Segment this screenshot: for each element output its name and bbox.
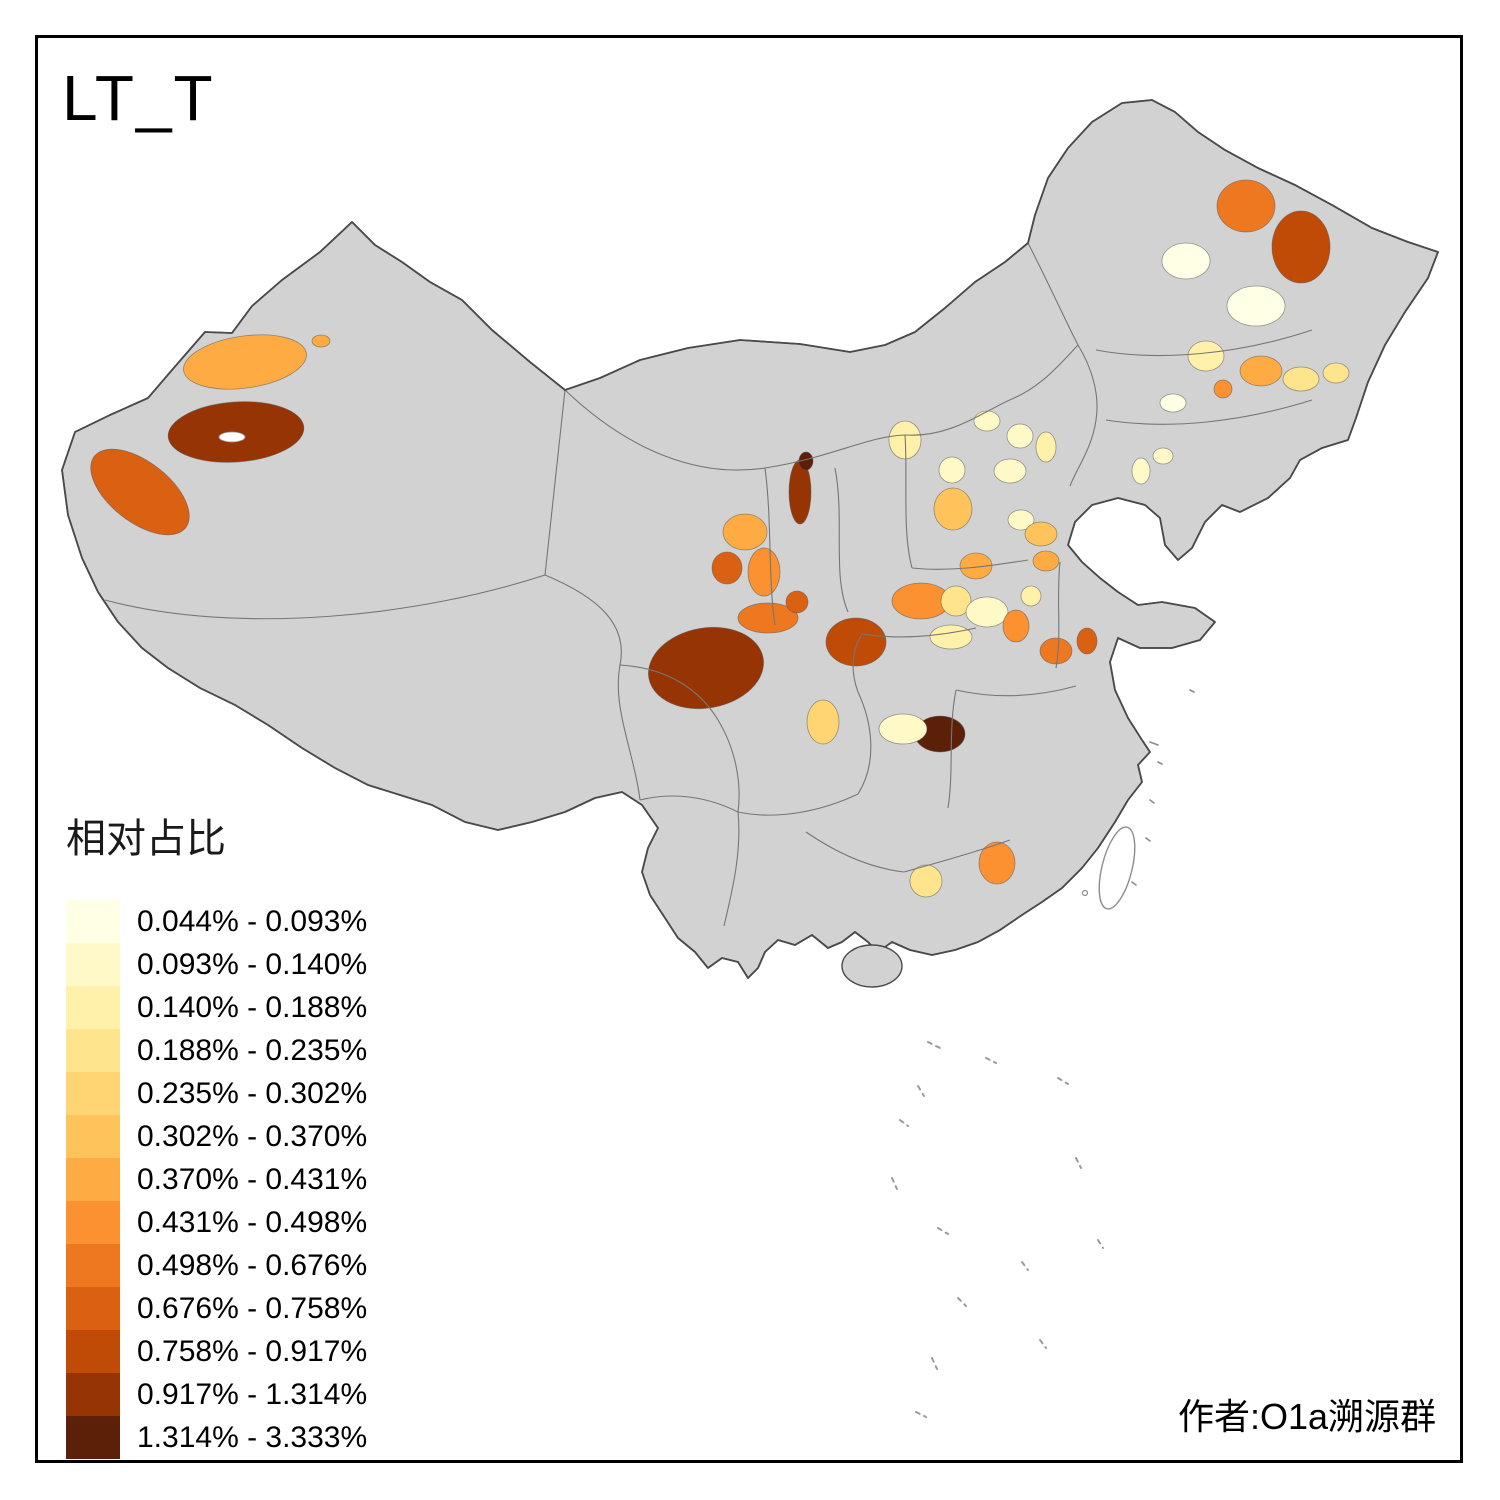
province-borders: [104, 242, 1313, 927]
map-region-14: [878, 713, 928, 745]
legend-swatch: [66, 1201, 120, 1244]
map-region-38: [1271, 210, 1331, 284]
map-region-28: [965, 596, 1009, 628]
map-region-19: [1006, 423, 1034, 449]
map-region-44: [1282, 366, 1320, 392]
map-region-47: [1152, 447, 1174, 465]
map-region-27: [940, 585, 972, 617]
legend-label: 0.140% - 0.188%: [137, 990, 368, 1024]
legend-row: 0.093% - 0.140%: [66, 943, 367, 986]
legend-row: 0.676% - 0.758%: [66, 1287, 367, 1330]
legend-swatch: [66, 1330, 120, 1373]
legend-row: 1.314% - 3.333%: [66, 1416, 367, 1459]
map-region-17: [938, 456, 966, 484]
map-region-24: [1024, 521, 1058, 547]
map-region-22: [933, 487, 973, 531]
map-region-48: [909, 864, 943, 898]
legend-title: 相对占比: [66, 817, 226, 861]
map-region-11: [648, 626, 764, 710]
map-region-30: [1002, 609, 1030, 643]
map-region-41: [1187, 340, 1225, 372]
map-region-10: [785, 590, 809, 614]
map-region-43: [1213, 379, 1233, 399]
legend-row: 0.370% - 0.431%: [66, 1158, 367, 1201]
map-region-15: [806, 699, 840, 745]
map-region-40: [1226, 285, 1286, 327]
sea-islands: [891, 1041, 1104, 1418]
map-region-23: [1007, 509, 1035, 531]
map-region-6: [722, 513, 768, 551]
map-region-1: [311, 334, 331, 348]
legend-row: 0.140% - 0.188%: [66, 986, 367, 1029]
legend-label: 0.431% - 0.498%: [137, 1205, 368, 1239]
legend-label: 1.314% - 3.333%: [137, 1420, 368, 1454]
hainan-island: [841, 944, 903, 988]
legend-label: 0.917% - 1.314%: [137, 1377, 368, 1411]
lake: [218, 431, 246, 443]
legend-row: 0.498% - 0.676%: [66, 1244, 367, 1287]
plot-title: LT_T: [62, 62, 215, 134]
legend-swatch: [66, 1158, 120, 1201]
legend-label: 0.235% - 0.302%: [137, 1076, 368, 1110]
legend-row: 0.917% - 1.314%: [66, 1373, 367, 1416]
legend-swatch: [66, 943, 120, 986]
map-region-32: [1039, 637, 1073, 665]
legend-label: 0.302% - 0.370%: [137, 1119, 368, 1153]
legend-swatch: [66, 1416, 120, 1459]
legend-swatch: [66, 1115, 120, 1158]
map-region-39: [1161, 242, 1211, 280]
map-region-46: [1159, 393, 1187, 413]
map-region-18: [973, 410, 1001, 432]
map-region-12: [825, 617, 887, 667]
legend-row: 0.302% - 0.370%: [66, 1115, 367, 1158]
legend-swatch: [66, 1029, 120, 1072]
legend-label: 0.676% - 0.758%: [137, 1291, 368, 1325]
map-region-29: [929, 624, 973, 650]
legend-swatch: [66, 1244, 120, 1287]
map-region-3: [90, 448, 190, 536]
map-region-25: [959, 552, 993, 580]
legend-row: 0.235% - 0.302%: [66, 1072, 367, 1115]
map-region-35: [1131, 457, 1151, 485]
map-region-8: [711, 551, 743, 585]
map-region-9: [737, 602, 799, 634]
legend-swatch: [66, 1072, 120, 1115]
legend-label: 0.188% - 0.235%: [137, 1033, 368, 1067]
map-outline: [61, 99, 1439, 979]
map-region-42: [1239, 355, 1283, 387]
coastal-islands: [1131, 689, 1195, 886]
map-region-0: [183, 334, 307, 390]
legend-label: 0.093% - 0.140%: [137, 947, 368, 981]
legend-row: 0.431% - 0.498%: [66, 1201, 367, 1244]
attribution: 作者:O1a溯源群: [1177, 1396, 1436, 1437]
map-region-33: [1076, 627, 1098, 655]
legend-row: 0.188% - 0.235%: [66, 1029, 367, 1072]
legend-row: 0.758% - 0.917%: [66, 1330, 367, 1373]
legend-swatch: [66, 1287, 120, 1330]
region-layer: [90, 179, 1350, 898]
legend: 相对占比 0.044% - 0.093% 0.093% - 0.140% 0.1…: [66, 806, 367, 1459]
map-region-37: [1216, 179, 1276, 233]
map-region-20: [1035, 431, 1057, 463]
legend-swatch: [66, 1373, 120, 1416]
legend-swatch: [66, 986, 120, 1029]
map-region-7: [747, 547, 781, 597]
legend-swatch: [66, 900, 120, 943]
taiwan-island: [1098, 826, 1136, 910]
legend-label: 0.758% - 0.917%: [137, 1334, 368, 1368]
map-region-34: [1095, 529, 1117, 563]
map-region-36: [1032, 550, 1060, 572]
map-region-31: [1020, 585, 1042, 607]
legend-row: 0.044% - 0.093%: [66, 900, 367, 943]
legend-label: 0.370% - 0.431%: [137, 1162, 368, 1196]
legend-label: 0.044% - 0.093%: [137, 904, 368, 938]
map-region-45: [1322, 362, 1350, 384]
penghu-island: [1081, 889, 1089, 897]
map-region-49: [978, 841, 1016, 885]
map-region-21: [993, 458, 1027, 484]
legend-label: 0.498% - 0.676%: [137, 1248, 368, 1282]
